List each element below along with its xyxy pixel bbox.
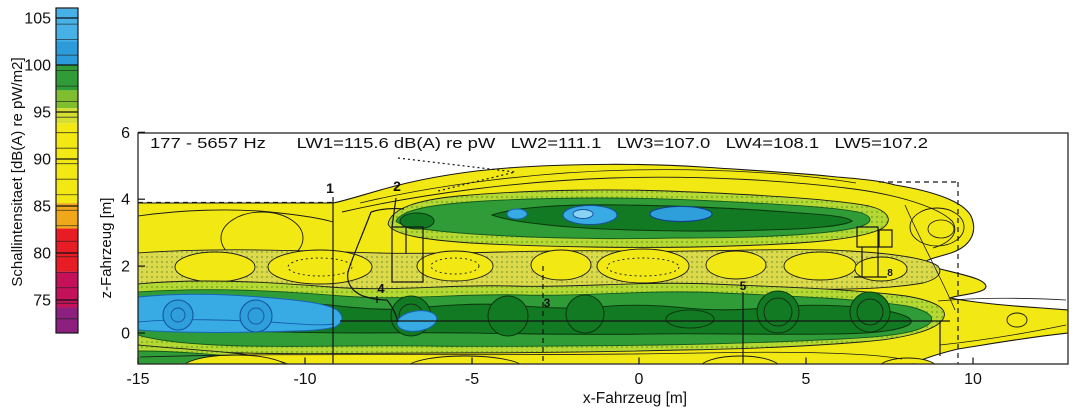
contour-layers bbox=[138, 157, 1068, 364]
colorbar-tick-label: 105 bbox=[24, 11, 51, 28]
colorbar: 105 100 95 90 85 80 75 Schallintensitaet [dB(A… bbox=[9, 7, 79, 334]
y-axis-label: z-Fahrzeug [m] bbox=[98, 198, 115, 299]
y-tick-label: 2 bbox=[121, 259, 130, 276]
x-tick-label: -15 bbox=[126, 371, 149, 388]
x-tick-label: 10 bbox=[964, 371, 982, 388]
colorbar-segment bbox=[56, 108, 78, 124]
yellow-lens-row bbox=[174, 248, 908, 285]
annotation-label: 5 bbox=[740, 279, 747, 293]
colorbar-gradient bbox=[56, 8, 78, 333]
colorbar-segment bbox=[56, 307, 78, 333]
colorbar-tick-label: 95 bbox=[33, 105, 51, 122]
pantograph-leader-line bbox=[397, 157, 516, 192]
annotation-label: 4 bbox=[377, 281, 385, 296]
roof-hotspots-blue bbox=[506, 204, 713, 226]
colorbar-segment bbox=[56, 123, 78, 204]
colorbar-segment bbox=[56, 228, 78, 272]
x-tick-label: 0 bbox=[635, 371, 644, 388]
colorbar-segment bbox=[56, 8, 78, 42]
x-tick-label: -10 bbox=[293, 371, 316, 388]
section-line-2 bbox=[391, 197, 397, 228]
colorbar-segment bbox=[56, 41, 78, 65]
y-axis: 6 4 2 0 bbox=[121, 125, 145, 343]
annotation-label: 1 bbox=[326, 180, 334, 196]
y-tick-label: 0 bbox=[121, 326, 130, 343]
colorbar-segment bbox=[56, 271, 78, 308]
colorbar-segment bbox=[56, 90, 78, 109]
annotation-label: 8 bbox=[887, 268, 893, 279]
colorbar-tick-label: 85 bbox=[33, 199, 51, 216]
colorbar-label: Schallintensitaet [dB(A) re pW/m2] bbox=[9, 57, 26, 286]
x-tick-label: 5 bbox=[802, 371, 811, 388]
colorbar-tick-label: 90 bbox=[33, 152, 51, 169]
colorbar-tick-labels: 105 100 95 90 85 80 75 bbox=[24, 11, 51, 310]
colorbar-tick-label: 75 bbox=[33, 293, 51, 310]
y-tick-label: 6 bbox=[121, 125, 130, 142]
measurement-annotations: 1 2 3 4 5 8 bbox=[326, 178, 893, 310]
colorbar-tick-label: 80 bbox=[33, 246, 51, 263]
door-outline-right bbox=[856, 226, 879, 248]
x-axis: -15 -10 -5 0 5 10 bbox=[126, 357, 982, 388]
x-axis-label: x-Fahrzeug [m] bbox=[583, 390, 687, 407]
plot-frame bbox=[137, 132, 1069, 365]
plot-title: 177 - 5657 Hz LW1=115.6 dB(A) re pW LW2=… bbox=[150, 135, 928, 152]
annotation-label: 3 bbox=[544, 296, 551, 310]
colorbar-cell-lines bbox=[56, 17, 78, 320]
x-tick-label: -5 bbox=[465, 371, 479, 388]
bottom-yellow-arcs bbox=[185, 354, 935, 364]
annotation-label: 2 bbox=[393, 178, 401, 194]
underfloor-hotspots-blue bbox=[138, 293, 438, 333]
vehicle-outline-overlay bbox=[138, 157, 959, 364]
colorbar-border bbox=[55, 7, 79, 334]
colorbar-segment bbox=[56, 203, 78, 229]
y-tick-label: 4 bbox=[121, 192, 130, 209]
auxiliary-contour-lines bbox=[139, 169, 1067, 360]
contour-core-upper bbox=[399, 212, 435, 230]
contour-line bbox=[138, 209, 334, 223]
colorbar-segment bbox=[56, 65, 78, 91]
colorbar-tick-label: 100 bbox=[24, 58, 51, 75]
door-outline-left bbox=[391, 226, 424, 283]
contour-plot: 177 - 5657 Hz LW1=115.6 dB(A) re pW LW2=… bbox=[98, 125, 1069, 407]
cab-front-outline bbox=[347, 211, 388, 301]
